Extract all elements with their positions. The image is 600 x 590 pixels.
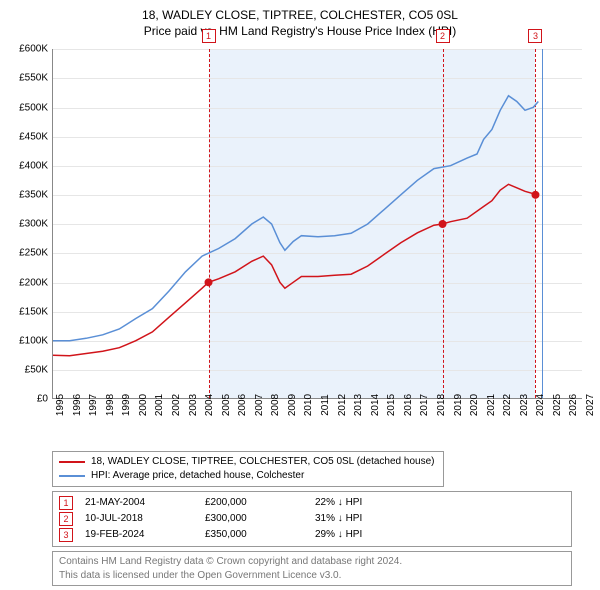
event-price: £200,000 <box>205 495 315 511</box>
y-axis-label: £400K <box>8 160 48 171</box>
event-dot <box>439 220 447 228</box>
x-axis-label: 2010 <box>303 394 314 416</box>
y-axis-label: £50K <box>8 365 48 376</box>
event-diff: 29% ↓ HPI <box>315 527 425 543</box>
y-axis-label: £550K <box>8 73 48 84</box>
x-axis-label: 2007 <box>254 394 265 416</box>
chart-area: 123 £0 £50K £100K £150K £200K £250K £300K £350K… <box>8 45 592 445</box>
x-axis-label: 2000 <box>138 394 149 416</box>
legend-item-hpi: HPI: Average price, detached house, Colc… <box>59 469 437 483</box>
x-axis-label: 2006 <box>237 394 248 416</box>
y-axis-label: £350K <box>8 190 48 201</box>
chart-title-address: 18, WADLEY CLOSE, TIPTREE, COLCHESTER, C… <box>8 8 592 24</box>
legend-label-property: 18, WADLEY CLOSE, TIPTREE, COLCHESTER, C… <box>91 455 434 469</box>
event-dot <box>205 279 213 287</box>
x-axis-label: 2018 <box>436 394 447 416</box>
y-axis-label: £100K <box>8 335 48 346</box>
x-axis-label: 1997 <box>88 394 99 416</box>
footer-line1: Contains HM Land Registry data © Crown c… <box>59 555 565 569</box>
y-axis-label: £200K <box>8 277 48 288</box>
event-dot <box>531 191 539 199</box>
x-axis-label: 2025 <box>552 394 563 416</box>
event-row: 3 19-FEB-2024£350,00029% ↓ HPI <box>59 527 565 543</box>
x-axis-label: 2015 <box>386 394 397 416</box>
event-date: 10-JUL-2018 <box>85 511 205 527</box>
legend-box: 18, WADLEY CLOSE, TIPTREE, COLCHESTER, C… <box>52 451 444 487</box>
event-price: £300,000 <box>205 511 315 527</box>
x-axis-label: 2014 <box>370 394 381 416</box>
event-row: 2 10-JUL-2018£300,00031% ↓ HPI <box>59 511 565 527</box>
x-axis-label: 2002 <box>171 394 182 416</box>
event-marker-top: 1 <box>202 29 216 43</box>
chart-subtitle: Price paid vs. HM Land Registry's House … <box>8 24 592 40</box>
x-axis-label: 2005 <box>221 394 232 416</box>
x-axis-label: 2012 <box>337 394 348 416</box>
plot-region: 123 <box>52 49 582 399</box>
x-axis-label: 2023 <box>519 394 530 416</box>
y-axis-label: £450K <box>8 131 48 142</box>
event-marker: 2 <box>59 512 73 526</box>
x-axis-label: 2004 <box>204 394 215 416</box>
x-axis-label: 2024 <box>535 394 546 416</box>
events-box: 1 21-MAY-2004£200,00022% ↓ HPI 2 10-JUL-201… <box>52 491 572 547</box>
x-axis-label: 2016 <box>403 394 414 416</box>
y-axis-label: £500K <box>8 102 48 113</box>
y-axis-label: £600K <box>8 44 48 55</box>
x-axis-label: 2026 <box>568 394 579 416</box>
x-axis-label: 2027 <box>585 394 596 416</box>
series-line-property <box>53 184 536 355</box>
event-marker-top: 3 <box>528 29 542 43</box>
event-diff: 31% ↓ HPI <box>315 511 425 527</box>
event-price: £350,000 <box>205 527 315 543</box>
y-axis-label: £300K <box>8 219 48 230</box>
legend-swatch-property <box>59 461 85 463</box>
event-marker: 1 <box>59 496 73 510</box>
x-axis-label: 2022 <box>502 394 513 416</box>
x-axis-label: 2003 <box>188 394 199 416</box>
x-axis-label: 2021 <box>486 394 497 416</box>
chart-container: 18, WADLEY CLOSE, TIPTREE, COLCHESTER, C… <box>0 0 600 590</box>
x-axis-label: 1995 <box>55 394 66 416</box>
event-marker: 3 <box>59 528 73 542</box>
event-marker-top: 2 <box>436 29 450 43</box>
legend-label-hpi: HPI: Average price, detached house, Colc… <box>91 469 304 483</box>
event-diff: 22% ↓ HPI <box>315 495 425 511</box>
x-axis-label: 1996 <box>72 394 83 416</box>
event-date: 19-FEB-2024 <box>85 527 205 543</box>
legend-item-property: 18, WADLEY CLOSE, TIPTREE, COLCHESTER, C… <box>59 455 437 469</box>
legend-swatch-hpi <box>59 475 85 477</box>
y-axis-label: £250K <box>8 248 48 259</box>
footer-line2: This data is licensed under the Open Gov… <box>59 569 565 583</box>
event-date: 21-MAY-2004 <box>85 495 205 511</box>
x-axis-label: 2019 <box>453 394 464 416</box>
y-axis-label: £0 <box>8 394 48 405</box>
x-axis-label: 2020 <box>469 394 480 416</box>
event-row: 1 21-MAY-2004£200,00022% ↓ HPI <box>59 495 565 511</box>
x-axis-label: 2013 <box>353 394 364 416</box>
y-axis-label: £150K <box>8 306 48 317</box>
x-axis-label: 1999 <box>121 394 132 416</box>
footer-box: Contains HM Land Registry data © Crown c… <box>52 551 572 586</box>
x-axis-label: 2011 <box>320 394 331 416</box>
x-axis-label: 2001 <box>154 394 165 416</box>
x-axis-label: 2009 <box>287 394 298 416</box>
x-axis-label: 2017 <box>419 394 430 416</box>
x-axis-label: 1998 <box>105 394 116 416</box>
x-axis-label: 2008 <box>270 394 281 416</box>
series-svg <box>53 49 583 399</box>
